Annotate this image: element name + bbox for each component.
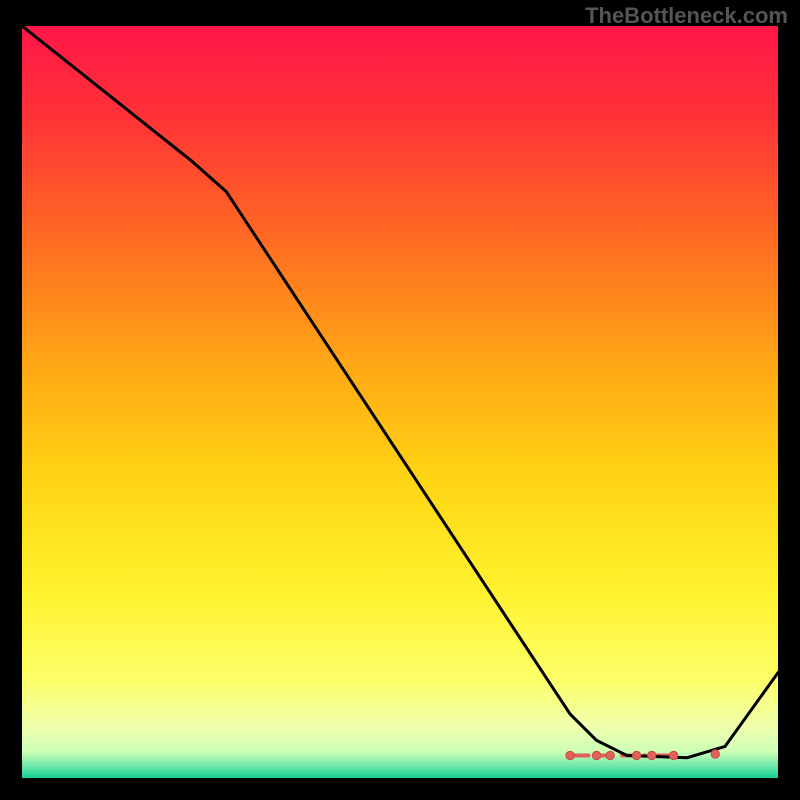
marker-dash (572, 753, 590, 757)
data-marker (711, 750, 719, 758)
data-marker (632, 751, 640, 759)
data-marker (592, 751, 600, 759)
chart-gradient-bg (22, 26, 778, 778)
data-marker (606, 751, 614, 759)
watermark-text: TheBottleneck.com (585, 3, 788, 29)
chart-svg (22, 26, 778, 778)
data-marker (648, 751, 656, 759)
chart-plot-area (22, 26, 778, 778)
data-marker (566, 751, 574, 759)
data-marker (669, 751, 677, 759)
